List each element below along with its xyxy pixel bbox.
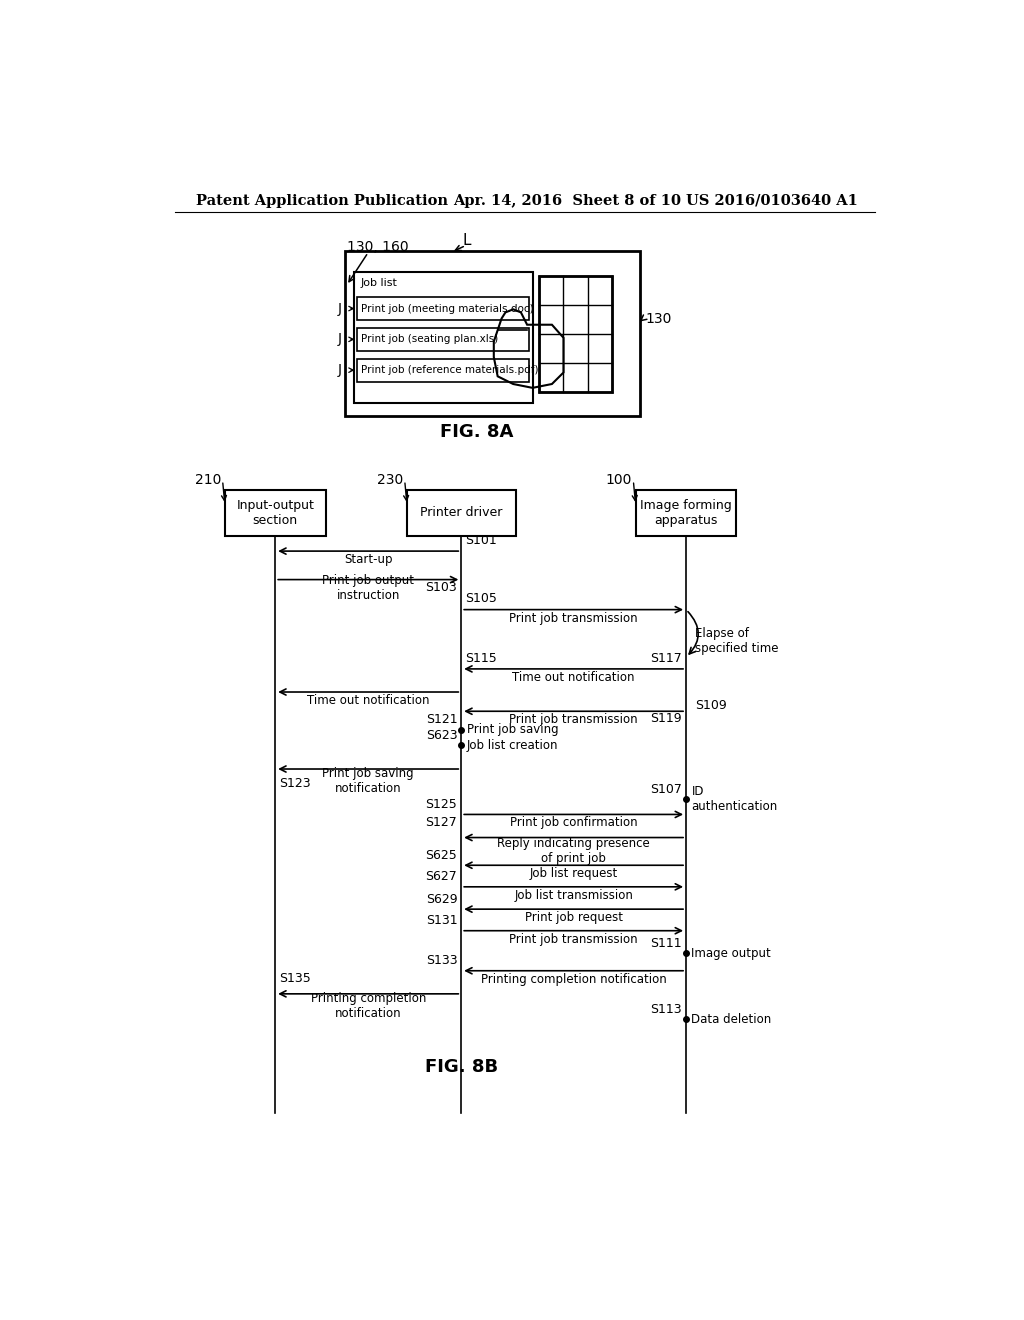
Bar: [636, 490, 736, 536]
Text: S627: S627: [426, 870, 458, 883]
Text: ID
authentication: ID authentication: [691, 785, 777, 813]
Text: S111: S111: [650, 936, 682, 949]
Text: 230: 230: [377, 474, 403, 487]
Bar: [357, 359, 529, 381]
Text: Job list request: Job list request: [529, 867, 617, 880]
Text: Data deletion: Data deletion: [691, 1012, 772, 1026]
Text: S117: S117: [650, 652, 682, 665]
Text: Print job transmission: Print job transmission: [509, 713, 638, 726]
Text: 130, 160: 130, 160: [347, 240, 409, 253]
Text: S133: S133: [426, 954, 458, 968]
Bar: [354, 272, 532, 404]
Text: Job list: Job list: [360, 279, 397, 288]
Text: S119: S119: [650, 713, 682, 726]
Text: Image output: Image output: [691, 946, 771, 960]
Text: Printing completion
notification: Printing completion notification: [310, 993, 426, 1020]
Text: S107: S107: [650, 783, 682, 796]
Text: Elapse of
specified time: Elapse of specified time: [695, 627, 779, 655]
Text: Input-output
section: Input-output section: [237, 499, 314, 527]
Text: S113: S113: [650, 1003, 682, 1016]
Text: Start-up: Start-up: [344, 553, 392, 566]
Text: Print job output
instruction: Print job output instruction: [323, 574, 415, 602]
Text: Print job request: Print job request: [524, 911, 623, 924]
Text: Print job (seating plan.xls): Print job (seating plan.xls): [361, 334, 499, 345]
Text: Print job transmission: Print job transmission: [509, 933, 638, 945]
Text: Image forming
apparatus: Image forming apparatus: [640, 499, 732, 527]
Text: Time out notification: Time out notification: [307, 694, 429, 708]
Text: FIG. 8B: FIG. 8B: [425, 1059, 498, 1076]
Bar: [539, 276, 612, 392]
Text: S121: S121: [426, 713, 458, 726]
Text: S109: S109: [695, 700, 727, 713]
Text: L: L: [463, 234, 471, 248]
Text: Printer driver: Printer driver: [420, 506, 503, 519]
Text: S131: S131: [426, 915, 458, 927]
Text: 210: 210: [195, 474, 221, 487]
Text: S103: S103: [426, 581, 458, 594]
Text: US 2016/0103640 A1: US 2016/0103640 A1: [686, 194, 858, 207]
Text: S625: S625: [426, 849, 458, 862]
Text: Job list creation: Job list creation: [467, 739, 558, 751]
Text: 100: 100: [605, 474, 632, 487]
Bar: [357, 297, 529, 321]
Text: S125: S125: [426, 797, 458, 810]
Text: S127: S127: [426, 816, 458, 829]
Text: S135: S135: [280, 972, 311, 985]
Bar: [357, 327, 529, 351]
Text: J: J: [337, 363, 341, 378]
Text: Reply indicating presence
of print job: Reply indicating presence of print job: [498, 837, 650, 865]
Text: Print job confirmation: Print job confirmation: [510, 816, 637, 829]
Text: S115: S115: [465, 652, 497, 665]
Text: Patent Application Publication: Patent Application Publication: [197, 194, 449, 207]
Text: Print job saving: Print job saving: [467, 723, 558, 737]
Text: 130: 130: [646, 312, 672, 326]
Text: S123: S123: [280, 777, 310, 791]
Text: Print job transmission: Print job transmission: [509, 611, 638, 624]
Text: S105: S105: [465, 593, 497, 606]
Text: Time out notification: Time out notification: [512, 671, 635, 684]
Text: S623: S623: [426, 729, 458, 742]
Text: Printing completion notification: Printing completion notification: [480, 973, 667, 986]
Text: Print job (reference materials.pdf): Print job (reference materials.pdf): [361, 366, 539, 375]
Text: S101: S101: [465, 533, 497, 546]
Text: Print job (meeting materials.doc): Print job (meeting materials.doc): [361, 304, 534, 314]
Text: FIG. 8A: FIG. 8A: [440, 422, 513, 441]
Text: J: J: [337, 333, 341, 346]
Text: Apr. 14, 2016  Sheet 8 of 10: Apr. 14, 2016 Sheet 8 of 10: [454, 194, 682, 207]
Text: Job list transmission: Job list transmission: [514, 888, 633, 902]
Text: S629: S629: [426, 892, 458, 906]
Text: Print job saving
notification: Print job saving notification: [323, 767, 414, 796]
Bar: [225, 490, 326, 536]
Text: J: J: [337, 301, 341, 315]
Bar: [345, 251, 640, 416]
Bar: [407, 490, 515, 536]
